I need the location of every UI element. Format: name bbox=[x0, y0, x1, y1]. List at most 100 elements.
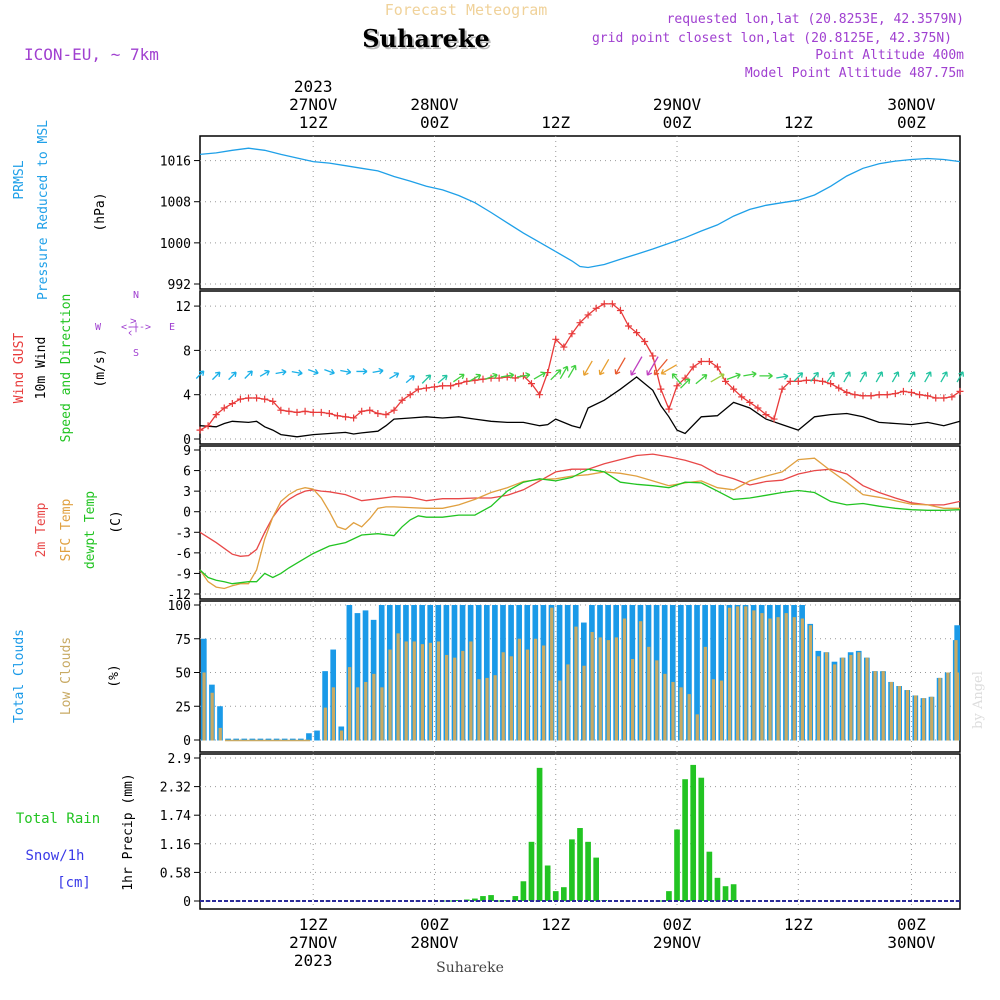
low-cloud-bar bbox=[808, 625, 813, 741]
temp-side-labels: 2m Temp SFC Temp dewpt Temp (C) bbox=[34, 491, 124, 569]
low-cloud-bar bbox=[946, 672, 950, 741]
low-cloud-bar bbox=[955, 672, 960, 741]
rain-bar bbox=[714, 877, 721, 901]
low-cloud-bar bbox=[558, 680, 562, 741]
low-cloud-bar bbox=[323, 707, 327, 741]
gust-point bbox=[342, 413, 350, 421]
low-cloud-bar bbox=[347, 667, 352, 741]
temp-ytick-label: -9 bbox=[175, 567, 191, 582]
compass-w: W bbox=[95, 322, 102, 333]
gust-point bbox=[705, 357, 713, 365]
rain-bar bbox=[674, 829, 680, 901]
rain-bar bbox=[447, 900, 454, 902]
pressure-panel: 992 1000 1008 1016 bbox=[160, 135, 961, 293]
gust-point bbox=[552, 335, 560, 343]
gust-point bbox=[956, 387, 964, 395]
precip-ytick-label: 2.9 bbox=[168, 752, 191, 767]
low-cloud-bar bbox=[744, 606, 748, 741]
gust-point bbox=[455, 380, 463, 388]
rain-bar bbox=[666, 891, 672, 901]
gust-point bbox=[390, 406, 398, 414]
gust-point bbox=[827, 380, 835, 388]
wind-barb bbox=[671, 373, 683, 386]
wind-barb bbox=[646, 356, 659, 376]
low-cloud-bar bbox=[509, 656, 513, 741]
low-cloud-bar bbox=[380, 687, 384, 741]
bottom-time-label: 27NOV bbox=[289, 933, 338, 952]
clouds-ytick-label: 0 bbox=[183, 734, 191, 749]
top-time-label: 30NOV bbox=[887, 95, 936, 114]
gust-point bbox=[794, 377, 802, 385]
bottom-time-label: 00Z bbox=[663, 915, 692, 934]
gust-point bbox=[544, 369, 552, 377]
low-cloud-bar bbox=[833, 664, 837, 741]
low-cloud-bar bbox=[630, 659, 635, 741]
requested-coords: requested lon,lat (20.8253E, 42.3579N) bbox=[667, 12, 964, 27]
precip-ytick-label: 0.58 bbox=[160, 866, 191, 881]
gust-point bbox=[819, 377, 827, 385]
wind-barb bbox=[710, 373, 725, 383]
compass-arrows-v: ^|v bbox=[128, 318, 139, 336]
wind-speed-line bbox=[199, 376, 961, 438]
low-cloud-bar bbox=[930, 696, 934, 741]
precip-ytick-label: 1.16 bbox=[160, 838, 191, 853]
gust-point bbox=[536, 391, 544, 399]
gust-point bbox=[600, 300, 608, 308]
low-cloud-bar bbox=[922, 698, 926, 741]
low-cloud-bar bbox=[210, 692, 214, 741]
rain-bar bbox=[496, 900, 502, 902]
gust-point bbox=[859, 392, 867, 400]
sfc-temp-label: SFC Temp bbox=[59, 499, 74, 562]
low-cloud-bar bbox=[404, 641, 408, 741]
gust-point bbox=[762, 411, 770, 419]
temp-frame bbox=[199, 445, 961, 600]
compass-s: S bbox=[133, 348, 139, 359]
gust-point bbox=[317, 408, 325, 416]
low-cloud-bar bbox=[517, 638, 522, 741]
gust-point bbox=[196, 426, 204, 434]
low-cloud-bar bbox=[598, 637, 602, 741]
wind-barb bbox=[680, 378, 691, 389]
rain-bar bbox=[512, 896, 519, 901]
wind-barb bbox=[660, 364, 677, 375]
low-cloud-bar bbox=[574, 626, 578, 741]
total-cloud-bar bbox=[710, 605, 717, 741]
low-cloud-bar bbox=[776, 617, 780, 741]
gust-point bbox=[277, 406, 285, 414]
rain-bar bbox=[706, 851, 713, 901]
wind-barb bbox=[259, 369, 270, 377]
low-cloud-bar bbox=[736, 606, 740, 741]
total-cloud-bar bbox=[265, 738, 272, 741]
gust-point bbox=[907, 388, 915, 396]
gust-point bbox=[616, 307, 624, 315]
top-time-label: 29NOV bbox=[653, 95, 702, 114]
gust-point bbox=[689, 363, 697, 371]
gust-point bbox=[786, 377, 794, 385]
wind-frame bbox=[199, 290, 961, 445]
wind-barb bbox=[244, 370, 253, 379]
wind-barb bbox=[598, 358, 610, 376]
gust-point bbox=[511, 374, 519, 382]
low-cloud-bar bbox=[396, 633, 400, 741]
pressure-ytick-label: 1008 bbox=[160, 196, 191, 211]
gust-point bbox=[665, 405, 673, 413]
low-cloud-bar bbox=[388, 649, 392, 741]
total-cloud-bar bbox=[694, 605, 700, 741]
gust-point bbox=[641, 338, 649, 346]
low-cloud-bar bbox=[364, 681, 368, 741]
gust-point bbox=[568, 330, 576, 338]
bottom-time-label: 30NOV bbox=[887, 933, 936, 952]
wind-barb bbox=[695, 373, 708, 385]
gust-point bbox=[495, 374, 503, 382]
low-cloud-bar bbox=[525, 649, 530, 741]
low-cloud-bar bbox=[582, 665, 586, 741]
bottom-time-label: 12Z bbox=[299, 915, 328, 934]
precip-side-labels: Total Rain Snow/1h [cm] 1hr Precip (mm) bbox=[16, 773, 136, 891]
gust-point bbox=[560, 343, 568, 351]
wind-barb bbox=[437, 374, 448, 384]
gust-point bbox=[220, 404, 228, 412]
compass-e: E bbox=[169, 322, 175, 333]
gust-point bbox=[722, 377, 730, 385]
gust-point bbox=[422, 384, 430, 392]
